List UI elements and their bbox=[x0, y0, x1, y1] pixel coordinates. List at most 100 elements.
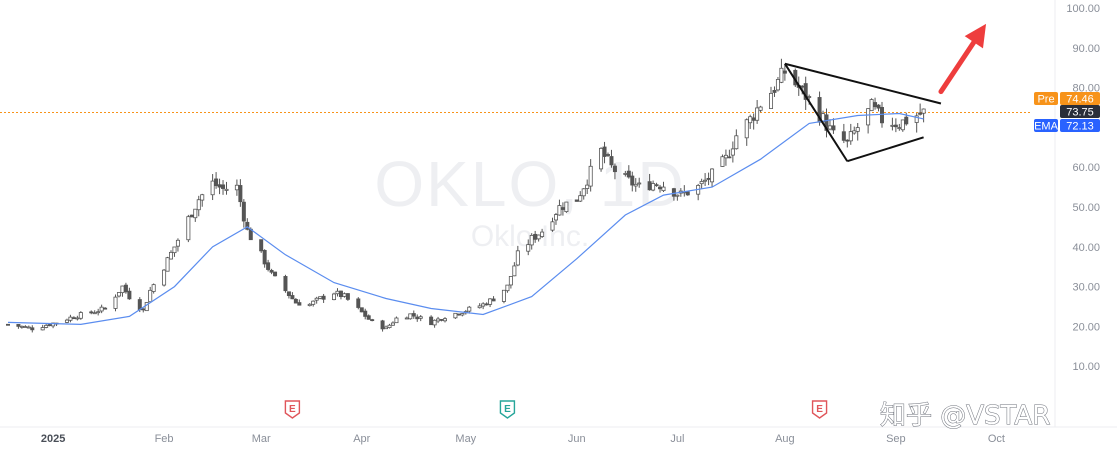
credit-watermark: 知乎 @VSTAR bbox=[880, 401, 1050, 431]
candle-body bbox=[210, 180, 215, 196]
candle-body bbox=[439, 319, 444, 321]
x-tick-label: Apr bbox=[353, 433, 370, 445]
candle-body bbox=[96, 311, 101, 314]
candle-body bbox=[491, 298, 496, 302]
candle-body bbox=[481, 303, 486, 307]
candle-body bbox=[390, 322, 395, 326]
candle-body bbox=[751, 117, 756, 121]
candle-body bbox=[540, 231, 545, 237]
candle-body bbox=[769, 92, 774, 109]
y-tick-label: 10.00 bbox=[1072, 361, 1100, 373]
candle-body bbox=[508, 276, 513, 286]
candle-body bbox=[574, 199, 579, 202]
candle-body bbox=[196, 199, 201, 211]
x-tick-label: Aug bbox=[775, 433, 795, 445]
candle-body bbox=[831, 125, 836, 131]
candle-body bbox=[415, 316, 420, 320]
candle-body bbox=[214, 178, 219, 187]
x-tick-label: Oct bbox=[988, 433, 1005, 445]
candle-body bbox=[175, 239, 180, 247]
candle-body bbox=[869, 99, 874, 112]
candle-body bbox=[359, 307, 364, 313]
y-tick-label: 30.00 bbox=[1072, 282, 1100, 294]
badge-value: 72.13 bbox=[1066, 121, 1094, 133]
candle-body bbox=[99, 306, 104, 312]
candle-body bbox=[75, 317, 80, 320]
y-tick-label: 50.00 bbox=[1072, 202, 1100, 214]
candle-body bbox=[283, 276, 288, 292]
candle-body bbox=[807, 96, 812, 98]
candle-body bbox=[103, 307, 108, 310]
candle-body bbox=[92, 312, 97, 315]
candle-body bbox=[186, 216, 191, 241]
candle-body bbox=[311, 300, 316, 305]
candle-body bbox=[599, 147, 604, 170]
candle-body bbox=[259, 239, 264, 252]
candle-body bbox=[699, 181, 704, 185]
candle-body bbox=[501, 289, 506, 302]
candle-body bbox=[307, 303, 312, 307]
candle-body bbox=[366, 315, 371, 320]
candle-body bbox=[626, 170, 631, 178]
candle-body bbox=[71, 317, 76, 320]
candle-body bbox=[893, 124, 898, 128]
candle-body bbox=[47, 324, 52, 327]
candle-body bbox=[169, 251, 174, 260]
candle-body bbox=[193, 208, 198, 219]
candle-body bbox=[873, 102, 878, 108]
candle-body bbox=[706, 177, 711, 180]
earnings-label: E bbox=[816, 404, 823, 415]
candle-body bbox=[560, 207, 565, 210]
candle-body bbox=[675, 194, 680, 197]
candle-body bbox=[68, 316, 73, 321]
candle-body bbox=[318, 296, 323, 299]
candle-body bbox=[262, 249, 267, 265]
candle-body bbox=[800, 85, 805, 88]
candle-body bbox=[557, 205, 562, 216]
candle-body bbox=[411, 313, 416, 317]
candle-body bbox=[297, 302, 302, 306]
candle-body bbox=[345, 293, 350, 300]
candle-body bbox=[342, 293, 347, 297]
candle-body bbox=[553, 214, 558, 221]
y-tick-label: 90.00 bbox=[1072, 43, 1100, 55]
candle-body bbox=[335, 290, 340, 295]
candle-body bbox=[876, 104, 881, 109]
candle-body bbox=[803, 83, 808, 100]
candle-body bbox=[429, 316, 434, 326]
badge-value-bg bbox=[1060, 105, 1100, 118]
candle-body bbox=[78, 312, 83, 319]
candle-body bbox=[734, 135, 739, 150]
candle-body bbox=[314, 297, 319, 301]
y-tick-label: 80.00 bbox=[1072, 83, 1100, 95]
candle-body bbox=[321, 295, 326, 300]
candle-body bbox=[727, 156, 732, 159]
candle-body bbox=[418, 316, 423, 319]
candle-body bbox=[432, 319, 437, 326]
candle-body bbox=[661, 186, 666, 192]
badge-value-bg bbox=[1060, 92, 1100, 105]
candle-body bbox=[266, 262, 271, 270]
candle-body bbox=[64, 319, 69, 323]
x-tick-label: 2025 bbox=[41, 433, 65, 445]
candle-body bbox=[16, 324, 21, 327]
candle-body bbox=[453, 312, 458, 319]
candle-body bbox=[269, 270, 274, 273]
x-tick-label: May bbox=[455, 433, 476, 445]
x-tick-label: Mar bbox=[252, 433, 271, 445]
candle-body bbox=[730, 148, 735, 156]
candle-body bbox=[914, 115, 919, 123]
candle-body bbox=[44, 324, 49, 328]
earnings-label: E bbox=[504, 404, 511, 415]
candle-body bbox=[384, 326, 389, 330]
candle-body bbox=[165, 257, 170, 272]
candle-body bbox=[290, 295, 295, 300]
breakout-arrow bbox=[938, 23, 987, 95]
candle-body bbox=[127, 290, 132, 300]
candle-body bbox=[744, 119, 749, 139]
candle-body bbox=[658, 186, 663, 190]
candle-body bbox=[623, 173, 628, 175]
candle-body bbox=[515, 250, 520, 266]
candle-body bbox=[550, 221, 555, 231]
